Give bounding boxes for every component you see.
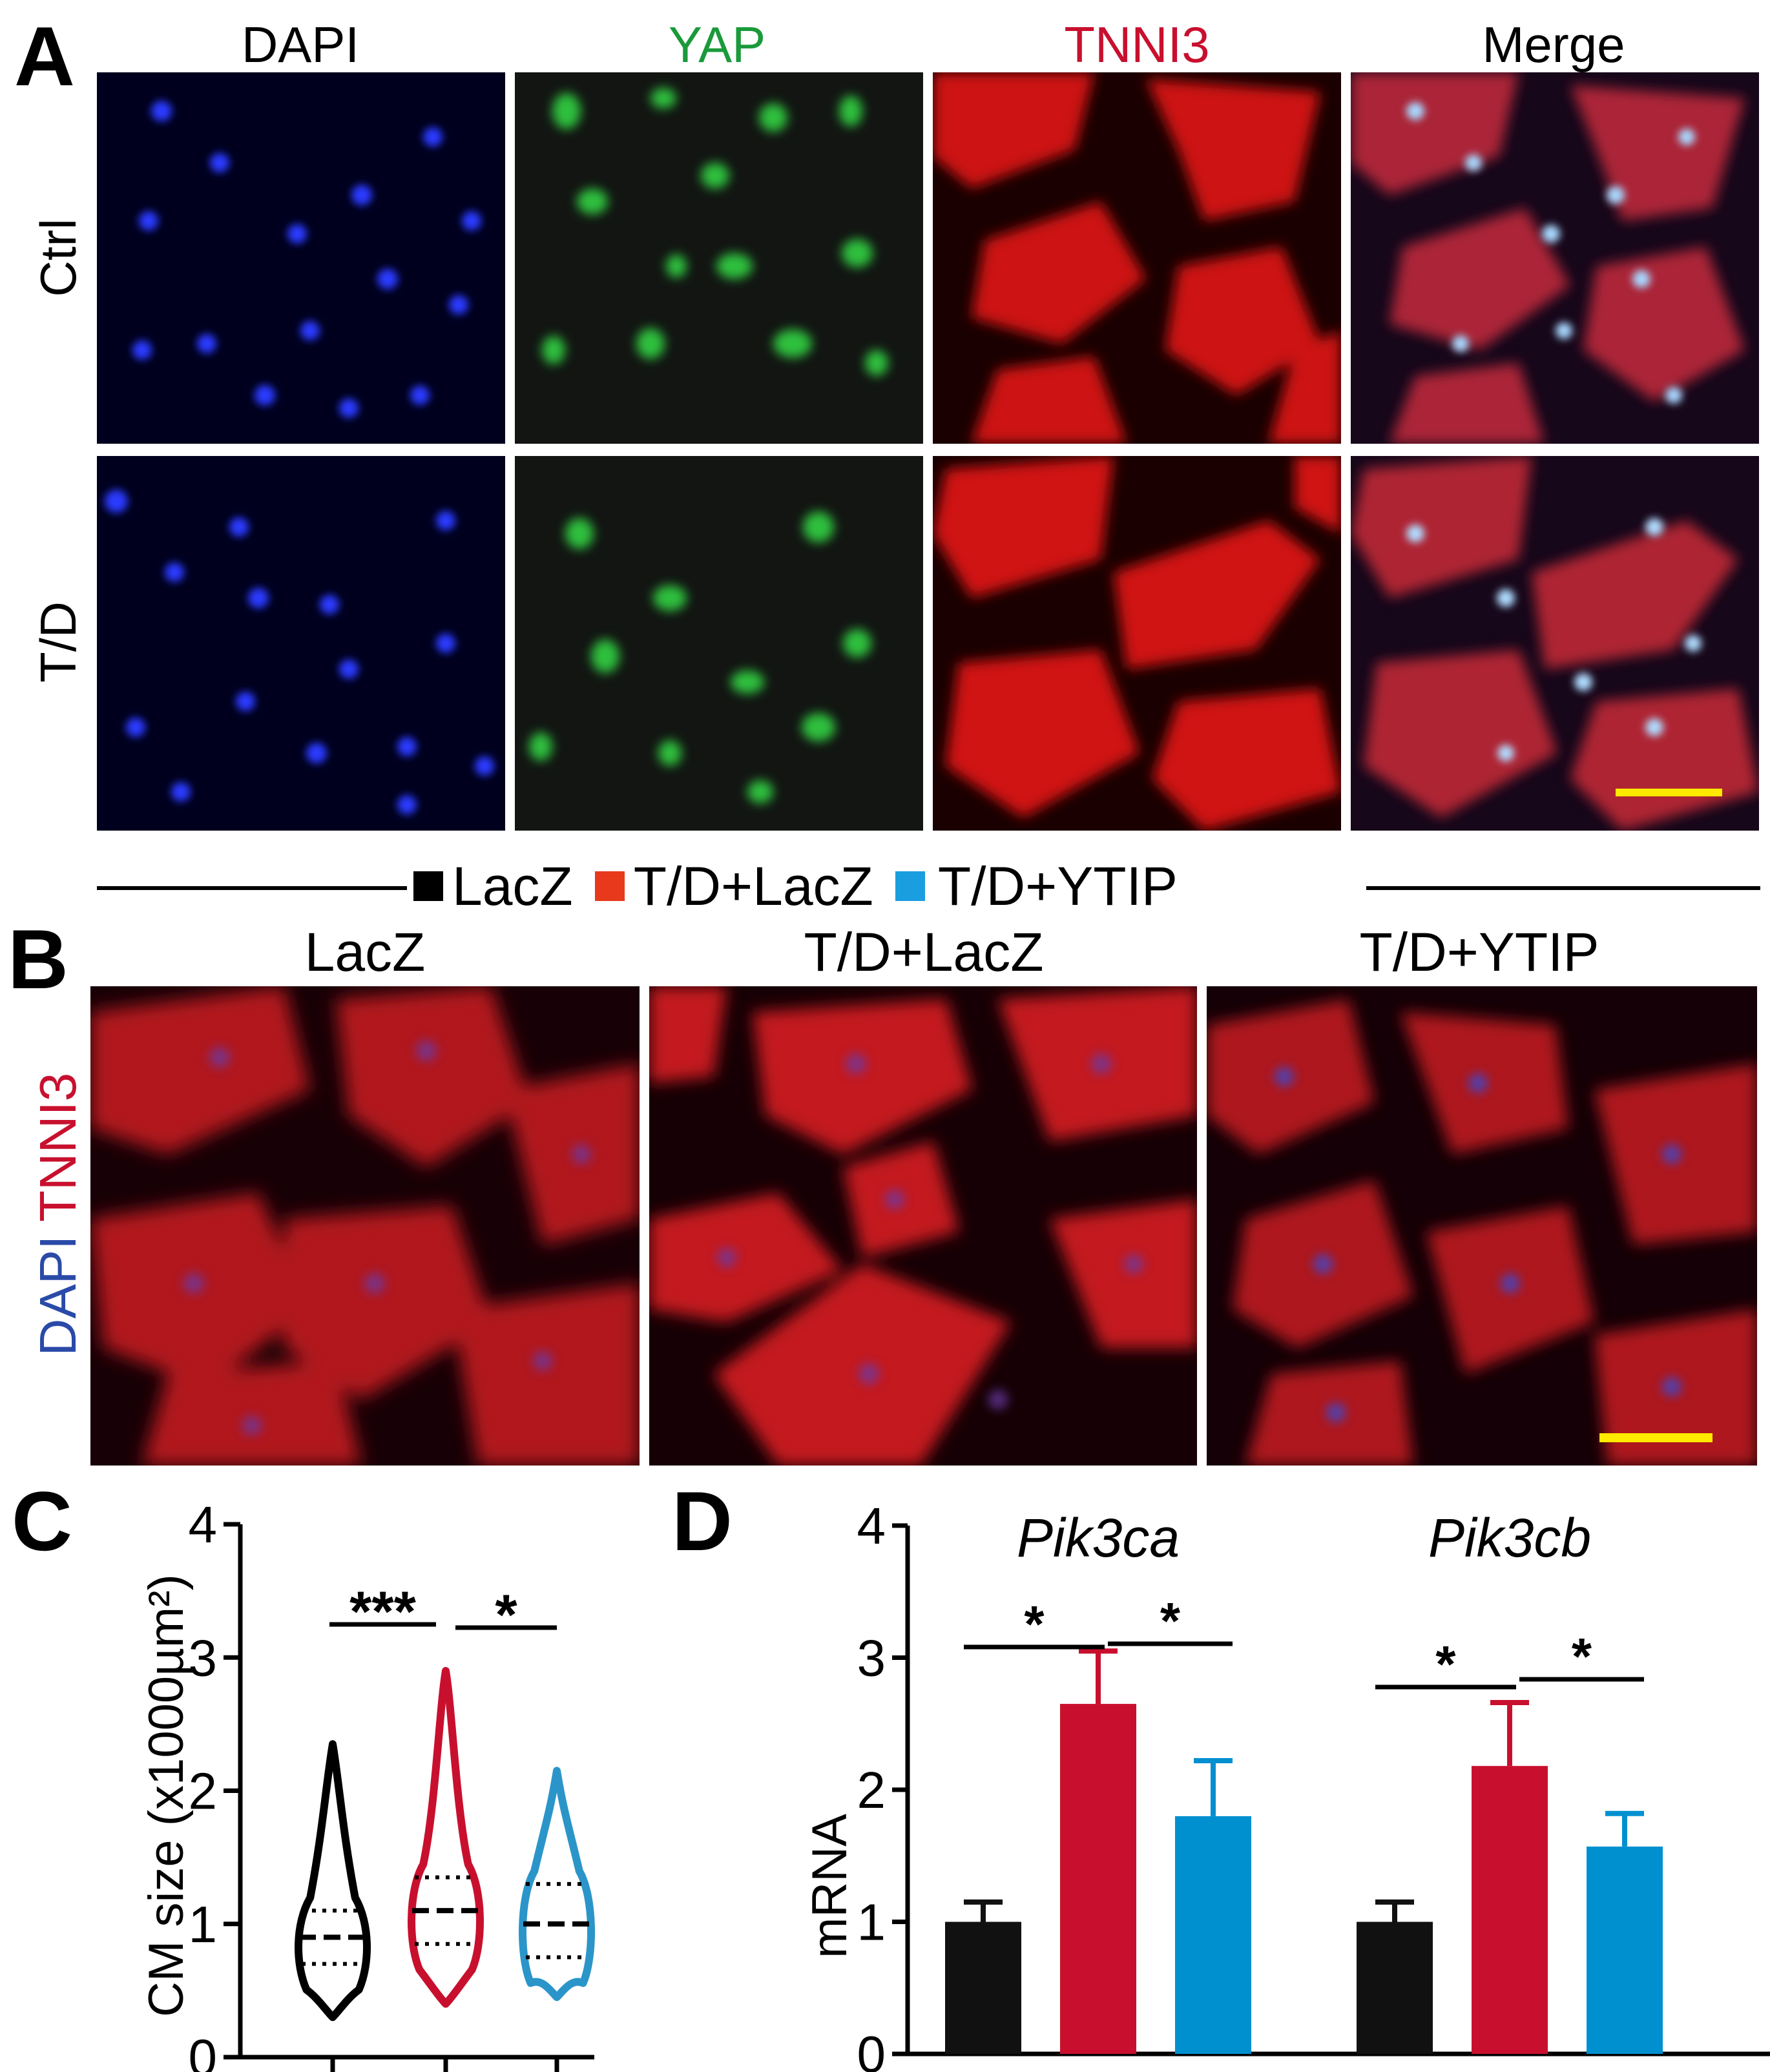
bar-lacz-pik3cb bbox=[1357, 1922, 1433, 2054]
legend-swatch-lacz bbox=[413, 871, 443, 901]
bar-lacz-pik3ca bbox=[945, 1922, 1021, 2054]
bar-chart: mRNA 0 1 2 3 4 * * * * Pik3ca Pik3cb bbox=[802, 1497, 1770, 2072]
legend-label-lacz: LacZ bbox=[452, 856, 573, 917]
scale-bar-a bbox=[1616, 789, 1722, 796]
bar-y-tick-label: 3 bbox=[857, 1630, 886, 1687]
panel-a-row-td: T/D bbox=[30, 601, 87, 683]
panel-a-row-ctrl: Ctrl bbox=[30, 218, 87, 297]
scale-bar-b bbox=[1599, 1433, 1713, 1442]
panel-b-label: B bbox=[8, 912, 68, 1006]
violin-1 bbox=[294, 1740, 371, 2022]
micrograph-b-lacz bbox=[90, 986, 640, 1466]
violin-y-tick-label: 4 bbox=[189, 1496, 218, 1553]
violin-significance: *** * bbox=[329, 1579, 557, 1646]
micrograph-b-td-lacz bbox=[649, 986, 1197, 1466]
bar-t-d-ytip-pik3ca bbox=[1175, 1816, 1251, 2054]
violin-3 bbox=[519, 1766, 595, 2002]
bar-category-label: Pik3cb bbox=[1428, 1507, 1591, 1568]
bar-t-d-lacz-pik3ca bbox=[1060, 1704, 1136, 2054]
micrograph-ctrl-tnni3 bbox=[933, 72, 1341, 444]
micrograph-ctrl-yap bbox=[515, 72, 923, 444]
violin-y-tick-label: 2 bbox=[189, 1763, 218, 1820]
panel-a-col-dapi: DAPI bbox=[241, 16, 360, 73]
bar-y-tick-label: 1 bbox=[857, 1894, 886, 1951]
bar-y-tick-label: 4 bbox=[857, 1497, 886, 1555]
violin-groups bbox=[294, 1666, 595, 2022]
bar-y-axis-label: mRNA bbox=[802, 1814, 857, 1958]
panel-b-col-td-ytip: T/D+YTIP bbox=[1359, 922, 1599, 982]
violin-significance-label: * bbox=[495, 1582, 517, 1646]
legend-swatch-td-ytip bbox=[895, 871, 925, 901]
panel-a-col-merge: Merge bbox=[1482, 16, 1625, 73]
violin-ticks: 0 1 2 3 4 bbox=[189, 1496, 559, 2072]
panel-b-side-label: DAPI TNNI3 bbox=[29, 995, 87, 1434]
bar-significance: * * * * bbox=[964, 1592, 1644, 1693]
bar-category-label: Pik3ca bbox=[1017, 1507, 1180, 1568]
bar-series bbox=[945, 1648, 1663, 2054]
violin-axes bbox=[238, 1524, 594, 2060]
bar-y-tick-label: 0 bbox=[857, 2025, 886, 2072]
violin-y-tick-label: 1 bbox=[189, 1896, 218, 1953]
panel-c-label: C bbox=[12, 1474, 72, 1568]
violin-significance-label: *** bbox=[349, 1579, 416, 1643]
legend-label-td-ytip: T/D+YTIP bbox=[937, 856, 1178, 917]
bar-category-labels: Pik3ca Pik3cb bbox=[1017, 1507, 1591, 1568]
micrograph-td-yap bbox=[515, 456, 923, 831]
micrograph-b-td-ytip bbox=[1207, 986, 1757, 1466]
bar-ticks: 0 1 2 3 4 bbox=[857, 1497, 908, 2072]
violin-y-tick-label: 3 bbox=[189, 1629, 218, 1686]
group-legend: LacZ T/D+LacZ T/D+YTIP bbox=[413, 859, 1178, 913]
bar-y-tick-label: 2 bbox=[857, 1761, 886, 1819]
bar-significance-label: * bbox=[1435, 1635, 1456, 1693]
violin-y-tick-label: 0 bbox=[189, 2029, 218, 2072]
panel-a-col-tnni3: TNNI3 bbox=[1064, 16, 1210, 73]
bar-significance-label: * bbox=[1572, 1628, 1592, 1685]
legend-rule-right bbox=[1366, 886, 1760, 890]
micrograph-td-dapi bbox=[97, 456, 505, 831]
micrograph-td-merge bbox=[1351, 456, 1759, 831]
panel-b-side-tnni3: TNNI3 bbox=[29, 1072, 87, 1222]
micrograph-ctrl-dapi bbox=[97, 72, 505, 444]
panel-a-label: A bbox=[14, 9, 75, 103]
micrograph-td-tnni3 bbox=[933, 456, 1341, 831]
panel-b-col-td-lacz: T/D+LacZ bbox=[804, 922, 1044, 982]
bar-t-d-ytip-pik3cb bbox=[1587, 1846, 1663, 2054]
violin-2 bbox=[408, 1666, 484, 2008]
legend-rule-left bbox=[97, 886, 407, 890]
violin-y-axis-label: CM size (x1000µm²) bbox=[139, 1574, 194, 2017]
panel-d-label: D bbox=[672, 1474, 733, 1568]
legend-swatch-td-lacz bbox=[594, 871, 625, 901]
bar-significance-label: * bbox=[1160, 1592, 1181, 1650]
bar-t-d-lacz-pik3cb bbox=[1472, 1766, 1548, 2054]
bar-significance-label: * bbox=[1024, 1595, 1045, 1653]
panel-b-col-lacz: LacZ bbox=[304, 922, 426, 982]
panel-a-col-yap: YAP bbox=[668, 16, 766, 73]
panel-b-side-dapi: DAPI bbox=[29, 1235, 87, 1356]
micrograph-ctrl-merge bbox=[1351, 72, 1759, 444]
legend-label-td-lacz: T/D+LacZ bbox=[633, 856, 873, 917]
